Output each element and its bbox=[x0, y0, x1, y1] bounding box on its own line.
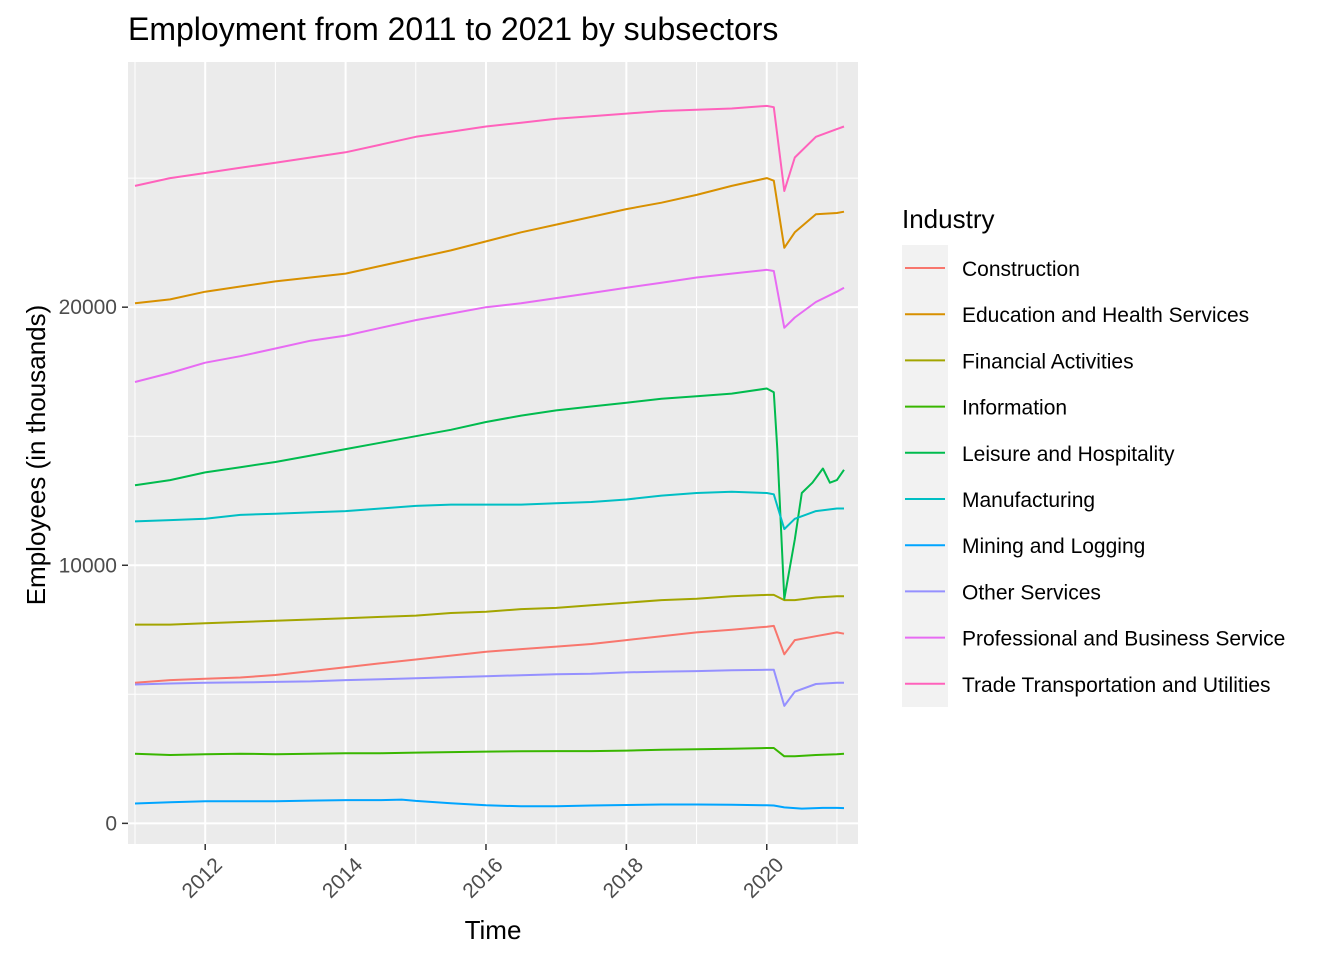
x-axis: 2012 2014 2016 2018 2020 bbox=[178, 844, 788, 903]
legend-label-manufacturing: Manufacturing bbox=[962, 489, 1095, 512]
legend-title: Industry bbox=[902, 204, 995, 234]
series-line-financial-activities bbox=[135, 593, 844, 626]
minor-gridlines bbox=[128, 62, 858, 844]
series-line-information bbox=[134, 747, 845, 758]
legend-label-information: Information bbox=[962, 397, 1067, 420]
y-tick-label: 20000 bbox=[59, 296, 117, 319]
series-line-leisure-and-hospitality bbox=[134, 387, 845, 600]
legend-label-education-and-health-services: Education and Health Services bbox=[962, 304, 1249, 327]
y-tick-label: 0 bbox=[105, 812, 117, 835]
series-line-other-services bbox=[134, 668, 844, 707]
x-tick-label: 2012 bbox=[178, 853, 227, 902]
series-lines bbox=[134, 104, 845, 810]
legend-label-other-services: Other Services bbox=[962, 581, 1101, 604]
legend-label-mining-and-logging: Mining and Logging bbox=[962, 535, 1145, 558]
x-tick-label: 2016 bbox=[458, 853, 507, 902]
legend-key-background bbox=[902, 245, 948, 707]
legend-label-professional-and-business-service: Professional and Business Service bbox=[962, 628, 1285, 651]
plot-panel bbox=[128, 62, 858, 844]
x-tick-label: 2018 bbox=[599, 853, 648, 902]
x-tick-label: 2020 bbox=[739, 853, 788, 902]
series-line-education-and-health-services bbox=[134, 177, 845, 305]
series-line-mining-and-logging bbox=[134, 798, 845, 810]
legend-label-trade-transportation-and-utilities: Trade Transportation and Utilities bbox=[962, 674, 1271, 697]
legend-label-construction: Construction bbox=[962, 258, 1080, 281]
y-tick-label: 10000 bbox=[59, 554, 117, 577]
legend-label-financial-activities: Financial Activities bbox=[962, 350, 1134, 373]
y-axis: 0 10000 20000 bbox=[59, 296, 128, 835]
y-axis-title: Employees (in thousands) bbox=[21, 305, 51, 606]
x-tick-label: 2014 bbox=[318, 853, 368, 903]
legend-label-leisure-and-hospitality: Leisure and Hospitality bbox=[962, 443, 1175, 466]
series-line-manufacturing bbox=[134, 490, 844, 531]
series-line-trade-transportation-and-utilities bbox=[134, 104, 845, 192]
chart-title: Employment from 2011 to 2021 by subsecto… bbox=[128, 11, 778, 47]
series-line-construction bbox=[134, 624, 845, 684]
legend: Industry Construction Education and Healt… bbox=[902, 204, 1285, 707]
x-axis-title: Time bbox=[465, 915, 522, 945]
series-line-professional-and-business-service bbox=[134, 268, 845, 383]
